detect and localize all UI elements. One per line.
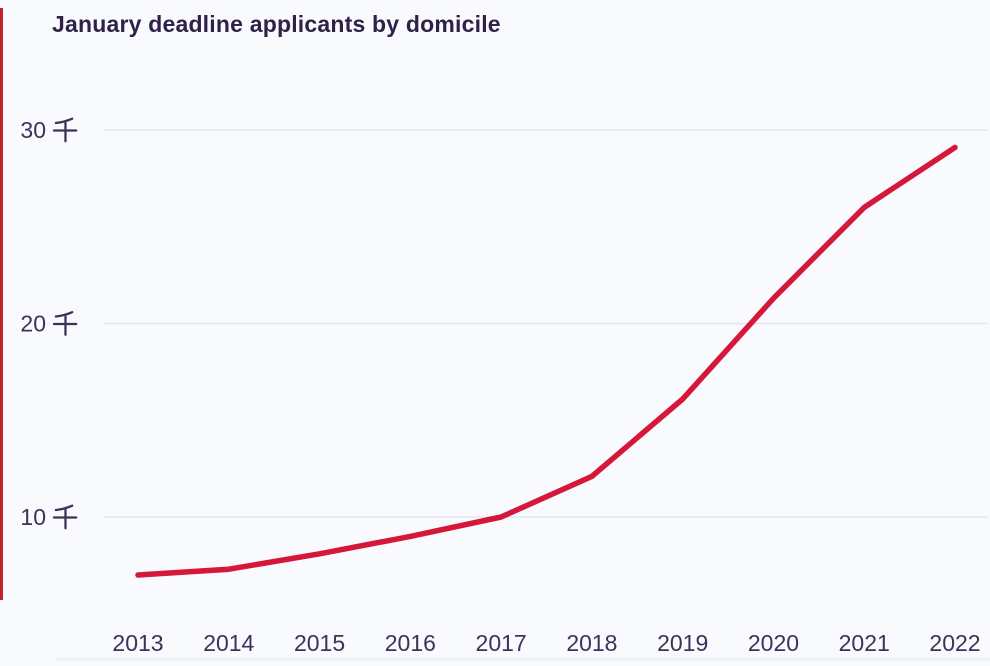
x-tick-label: 2018: [566, 630, 617, 656]
x-tick-label: 2020: [748, 630, 799, 656]
qian-stroke: [54, 311, 74, 318]
y-tick-unit-icon: [52, 504, 78, 530]
left-accent-bar: [0, 8, 3, 600]
y-tick-label: 10: [20, 504, 46, 530]
x-tick-label: 2016: [385, 630, 436, 656]
qian-stroke: [54, 504, 74, 512]
x-tick-label: 2022: [929, 630, 980, 656]
x-tick-label: 2019: [657, 630, 708, 656]
chart-title: January deadline applicants by domicile: [52, 11, 501, 37]
x-tick-label: 2017: [476, 630, 527, 656]
x-tick-label: 2021: [839, 630, 890, 656]
y-tick-unit-icon: [52, 311, 78, 336]
x-tick-label: 2014: [203, 630, 254, 656]
data-line-applicants: [135, 144, 958, 578]
y-tick-label: 20: [20, 311, 46, 337]
x-tick-label: 2015: [294, 630, 345, 656]
x-tick-label: 2013: [112, 630, 163, 656]
y-tick-unit-icon: [52, 117, 78, 143]
y-tick-label: 30: [20, 117, 46, 143]
qian-stroke: [54, 117, 74, 125]
